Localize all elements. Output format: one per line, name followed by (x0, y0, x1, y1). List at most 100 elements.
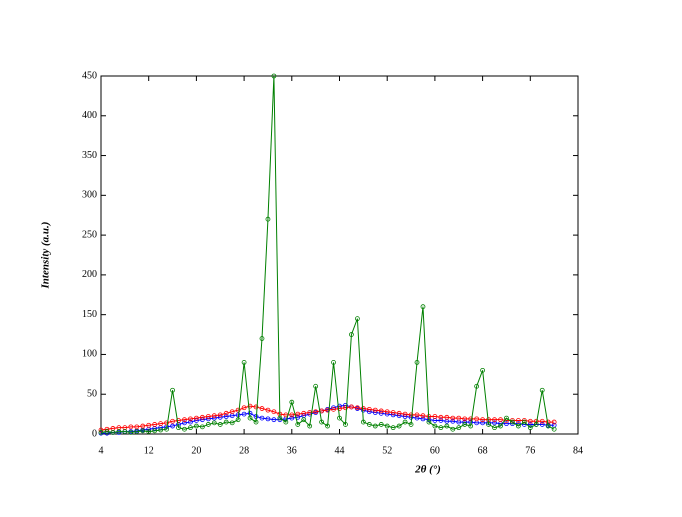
data-point (360, 419, 366, 425)
data-point (188, 425, 193, 431)
data-point (450, 415, 456, 421)
data-point (271, 73, 277, 79)
data-point (277, 415, 283, 421)
x-tick-label: 36 (287, 445, 297, 456)
data-point (521, 419, 527, 425)
data-point (295, 411, 301, 417)
data-point (438, 414, 444, 420)
data-point (259, 336, 265, 341)
data-point (199, 424, 205, 430)
x-tick-label: 44 (335, 445, 345, 456)
data-point (289, 415, 295, 421)
data-point (140, 423, 146, 429)
data-point (551, 426, 557, 432)
data-point (396, 423, 402, 429)
data-point (456, 425, 462, 431)
x-tick-label: 76 (525, 445, 535, 456)
data-point (170, 387, 175, 393)
data-point (360, 406, 366, 411)
data-point (128, 424, 134, 430)
data-point (152, 428, 158, 434)
data-point (158, 421, 164, 427)
data-point (182, 426, 187, 432)
data-point (343, 422, 348, 427)
data-point (539, 418, 545, 424)
data-point (211, 413, 217, 419)
data-point (402, 411, 408, 417)
data-point (444, 414, 450, 420)
data-point (480, 420, 486, 426)
y-tick-label: 300 (82, 190, 97, 201)
data-point (116, 429, 122, 435)
data-point (128, 430, 134, 435)
data-point (235, 407, 241, 413)
data-point (408, 412, 414, 418)
data-point (98, 430, 104, 435)
data-point (486, 422, 491, 427)
data-point (474, 383, 480, 389)
data-point (247, 403, 253, 409)
y-tick-label: 350 (82, 150, 97, 161)
data-point (468, 416, 474, 422)
data-point (325, 407, 330, 413)
data-point (217, 422, 223, 427)
data-point (492, 420, 497, 426)
data-point (527, 422, 533, 427)
data-point (176, 425, 181, 431)
series-line (100, 75, 555, 433)
data-point (414, 415, 420, 421)
data-point (354, 405, 360, 411)
data-point (241, 359, 247, 365)
data-point (551, 419, 557, 425)
data-point (354, 316, 360, 322)
data-point (229, 420, 235, 426)
data-point (533, 422, 539, 427)
y-axis-label: Intensity (a.u.) (40, 222, 52, 290)
data-point (307, 423, 313, 429)
data-point (170, 418, 175, 424)
data-point (205, 422, 211, 427)
data-point (182, 417, 187, 423)
data-point (384, 423, 390, 429)
y-tick-label: 450 (82, 70, 97, 81)
data-point (420, 304, 426, 310)
data-point (134, 429, 140, 435)
data-point (271, 409, 277, 415)
data-point (337, 415, 342, 421)
data-point (223, 419, 229, 425)
y-tick-label: 100 (82, 349, 97, 360)
data-point (301, 410, 307, 416)
data-point (319, 419, 325, 425)
data-point (223, 410, 229, 416)
data-point (396, 410, 402, 416)
data-point (241, 405, 247, 411)
data-point (372, 423, 378, 429)
data-point (325, 423, 330, 429)
y-tick-label: 50 (87, 389, 97, 400)
data-point (301, 417, 307, 423)
data-point (146, 429, 152, 435)
data-point (313, 409, 319, 415)
data-point (289, 412, 295, 418)
x-tick-label: 52 (382, 445, 392, 456)
data-point (164, 426, 169, 432)
x-axis-label: 2θ (°) (414, 464, 441, 476)
x-tick-label: 4 (99, 445, 104, 456)
x-tick-label: 84 (573, 445, 583, 456)
data-point (158, 427, 164, 433)
data-point (498, 423, 503, 429)
data-point (390, 410, 396, 415)
y-tick-label: 200 (82, 269, 97, 280)
data-point (259, 415, 265, 421)
data-point (241, 411, 247, 417)
data-point (164, 420, 169, 426)
data-point (402, 419, 408, 425)
data-point (331, 406, 336, 412)
data-point (414, 359, 420, 365)
data-point (438, 425, 444, 431)
data-point (229, 409, 235, 415)
data-point (349, 332, 354, 337)
data-point (253, 419, 259, 425)
data-point (432, 423, 438, 429)
